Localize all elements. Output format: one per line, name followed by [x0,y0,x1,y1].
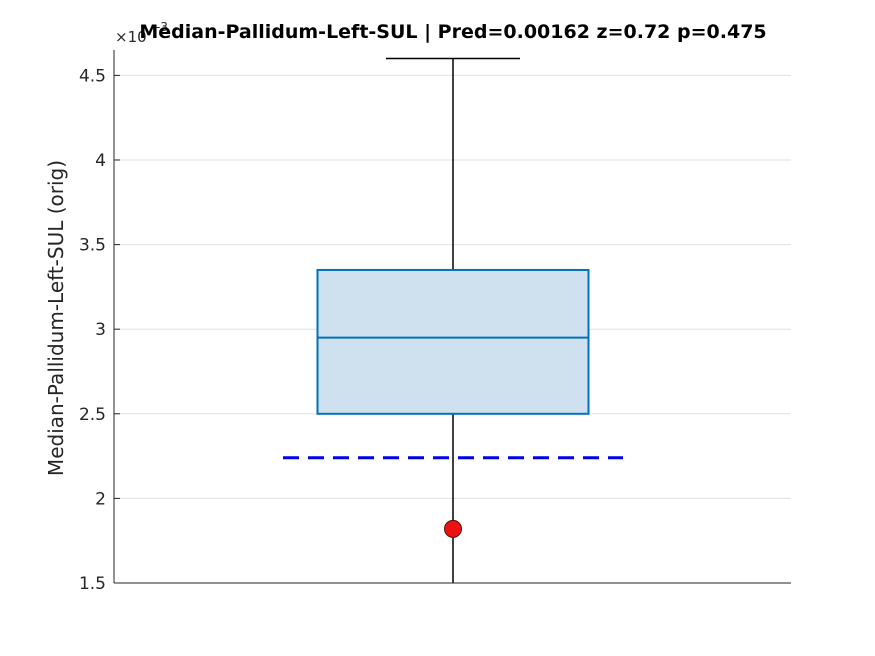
iqr-box [316,268,590,415]
y-tick-label: 3.5 [79,236,106,256]
y-axis-label: Median-Pallidum-Left-SUL (orig) [44,160,68,476]
chart-title: Median-Pallidum-Left-SUL | Pred=0.00162 … [139,21,766,43]
boxplot [283,57,623,583]
y-tick-labels: 1.5 2 2.5 3 3.5 4 4.5 [79,66,106,594]
axes [113,50,791,584]
y-tick-label: 2 [95,489,106,509]
y-tick-label: 4 [95,151,106,171]
y-tick-label: 3 [95,320,106,340]
y-exponent-label: ×10 [115,28,147,46]
y-exponent-power: -3 [156,20,168,34]
y-tick-label: 1.5 [79,574,106,594]
y-tick-label: 2.5 [79,405,106,425]
y-tick-label: 4.5 [79,66,106,86]
subject-point [444,519,462,538]
